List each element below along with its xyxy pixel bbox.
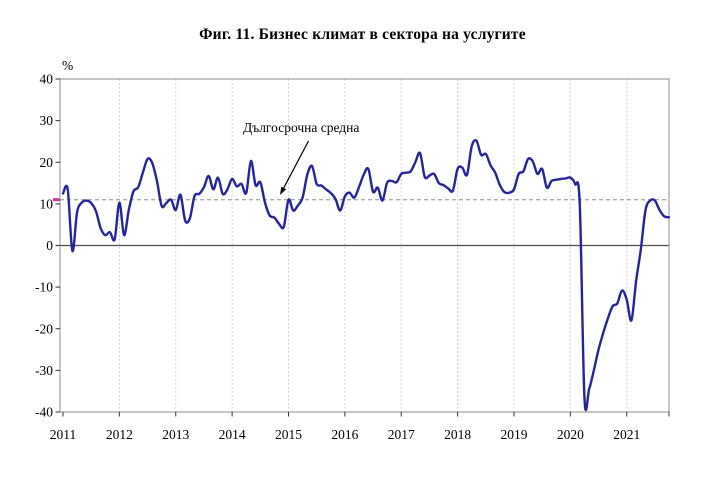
y-tick-label: 20: [40, 155, 54, 170]
x-tick-label: 2014: [219, 427, 246, 442]
y-tick-label: -30: [35, 363, 53, 378]
y-tick-label: 0: [46, 238, 53, 253]
y-tick-label: 30: [40, 113, 54, 128]
x-tick-label: 2021: [613, 427, 640, 442]
y-axis-unit-label: %: [62, 58, 74, 73]
long-term-average-label: Дългосрочна средна: [243, 120, 360, 135]
business-climate-line: [61, 138, 671, 412]
annotation-arrowhead-icon: [280, 186, 287, 195]
x-tick-label: 2020: [557, 427, 584, 442]
chart-title: Фиг. 11. Бизнес климат в сектора на услу…: [199, 26, 526, 43]
y-tick-label: 10: [40, 196, 54, 211]
x-tick-label: 2013: [162, 427, 189, 442]
x-tick-label: 2018: [444, 427, 471, 442]
x-tick-label: 2011: [50, 427, 77, 442]
x-tick-label: 2016: [331, 427, 358, 442]
x-tick-label: 2015: [275, 427, 302, 442]
x-tick-label: 2017: [388, 427, 415, 442]
annotation-arrow-line: [283, 140, 310, 189]
x-tick-label: 2019: [500, 427, 527, 442]
x-tick-label: 2012: [106, 427, 133, 442]
y-tick-label: 40: [40, 72, 54, 87]
y-tick-label: -20: [35, 321, 53, 336]
y-tick-label: -10: [35, 280, 53, 295]
y-tick-label: -40: [35, 405, 53, 420]
